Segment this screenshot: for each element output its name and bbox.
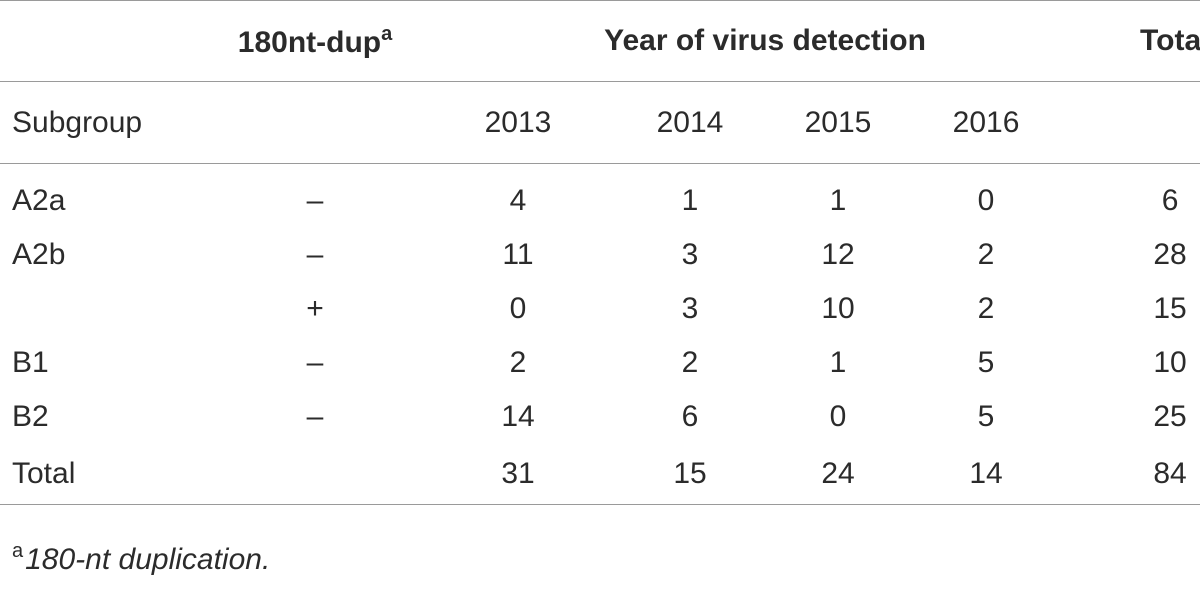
cell-total: 6 — [1161, 184, 1179, 217]
cell-2013: 11 — [502, 238, 534, 271]
cell-2016: 14 — [912, 444, 1061, 505]
header-dup: 180nt-dupa — [210, 0, 420, 82]
cell-dup: + — [306, 292, 324, 325]
header-row-2: Subgroup 2013 2014 2015 2016 — [0, 81, 1200, 164]
header-year-2016: 2016 — [912, 81, 1061, 164]
cell-2016: 2 — [977, 238, 995, 271]
header-year-group: Year of virus detection — [420, 0, 1061, 82]
header-year-2013: 2013 — [420, 81, 616, 164]
cell-2015: 24 — [764, 444, 912, 505]
cell-2016: 5 — [977, 346, 995, 379]
header-year-2014: 2014 — [616, 81, 764, 164]
footnote-mark: a — [12, 540, 24, 562]
cell-2013: 14 — [501, 400, 535, 433]
cell-2013: 0 — [509, 292, 527, 325]
cell-2015: 0 — [829, 400, 847, 433]
cell-2014: 3 — [681, 292, 699, 325]
table-row: A2a – 4 1 1 0 6 — [0, 164, 1200, 229]
data-table-container: 180nt-dupa Year of virus detection Total… — [0, 0, 1200, 505]
header-row-1: 180nt-dupa Year of virus detection Total — [0, 0, 1200, 82]
cell-2015: 12 — [821, 238, 855, 271]
cell-subgroup: A2a — [12, 184, 66, 217]
cell-2014: 6 — [681, 400, 699, 433]
cell-2014: 1 — [681, 184, 699, 217]
cell-2014: 3 — [681, 238, 699, 271]
cell-2014: 15 — [616, 444, 764, 505]
table-row: + 0 3 10 2 15 — [0, 282, 1200, 336]
virus-detection-table: 180nt-dupa Year of virus detection Total… — [0, 0, 1200, 505]
table-row-total: Total 31 15 24 14 84 — [0, 444, 1200, 505]
cell-dup: – — [306, 238, 324, 271]
cell-2016: 0 — [977, 184, 995, 217]
cell-total: 25 — [1153, 400, 1187, 433]
table-row: A2b – 11 3 12 2 28 — [0, 228, 1200, 282]
cell-subgroup: Total — [0, 444, 210, 505]
header-subgroup: Subgroup — [0, 81, 210, 164]
cell-2013: 31 — [420, 444, 616, 505]
cell-subgroup: B2 — [12, 400, 49, 433]
header-dup-sup: a — [381, 22, 393, 45]
cell-subgroup: B1 — [12, 346, 49, 379]
cell-total: 10 — [1153, 346, 1187, 379]
cell-total: 15 — [1153, 292, 1187, 325]
cell-2015: 10 — [821, 292, 855, 325]
cell-2016: 5 — [977, 400, 995, 433]
header-empty-dup — [210, 81, 420, 164]
cell-subgroup: A2b — [12, 238, 66, 271]
cell-dup — [210, 444, 420, 505]
table-row: B2 – 14 6 0 5 25 — [0, 390, 1200, 444]
table-row: B1 – 2 2 1 5 10 — [0, 336, 1200, 390]
cell-2015: 1 — [829, 184, 847, 217]
header-empty-cell — [0, 0, 210, 82]
cell-2013: 2 — [509, 346, 527, 379]
header-total: Total — [1060, 0, 1200, 82]
cell-2015: 1 — [829, 346, 847, 379]
header-year-2015: 2015 — [764, 81, 912, 164]
header-empty-total — [1060, 81, 1200, 164]
footnote-text: 180-nt duplication. — [25, 543, 271, 576]
table-footnote: a180-nt duplication. — [12, 540, 270, 577]
cell-dup: – — [306, 184, 324, 217]
cell-dup: – — [306, 346, 324, 379]
cell-2013: 4 — [509, 184, 527, 217]
header-dup-label: 180nt-dup — [237, 25, 382, 59]
cell-dup: – — [306, 400, 324, 433]
cell-total: 84 — [1060, 444, 1200, 505]
cell-2014: 2 — [681, 346, 699, 379]
cell-total: 28 — [1153, 238, 1187, 271]
cell-subgroup — [0, 282, 210, 336]
cell-2016: 2 — [977, 292, 995, 325]
